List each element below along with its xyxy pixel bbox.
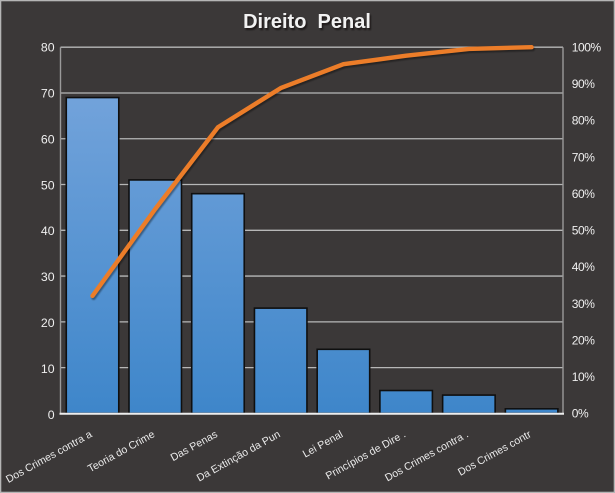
- svg-text:Direito Penal: Direito Penal: [243, 11, 371, 33]
- svg-text:20%: 20%: [572, 333, 596, 347]
- svg-text:70: 70: [41, 86, 55, 100]
- svg-text:90%: 90%: [572, 77, 596, 91]
- svg-text:50%: 50%: [572, 224, 596, 238]
- svg-text:10: 10: [41, 362, 55, 376]
- svg-text:20: 20: [41, 316, 55, 330]
- svg-text:40: 40: [41, 224, 55, 238]
- svg-text:0: 0: [48, 408, 55, 422]
- svg-text:80%: 80%: [572, 114, 596, 128]
- svg-text:50: 50: [41, 178, 55, 192]
- svg-text:40%: 40%: [572, 260, 596, 274]
- svg-text:30: 30: [41, 270, 55, 284]
- svg-text:70%: 70%: [572, 150, 596, 164]
- svg-text:30%: 30%: [572, 297, 596, 311]
- svg-text:60: 60: [41, 132, 55, 146]
- svg-text:10%: 10%: [572, 370, 596, 384]
- svg-text:80: 80: [41, 40, 55, 54]
- svg-text:0%: 0%: [572, 407, 589, 421]
- svg-text:60%: 60%: [572, 187, 596, 201]
- svg-text:Direito Penal: Direito Penal: [244, 13, 372, 35]
- svg-text:100%: 100%: [572, 41, 602, 55]
